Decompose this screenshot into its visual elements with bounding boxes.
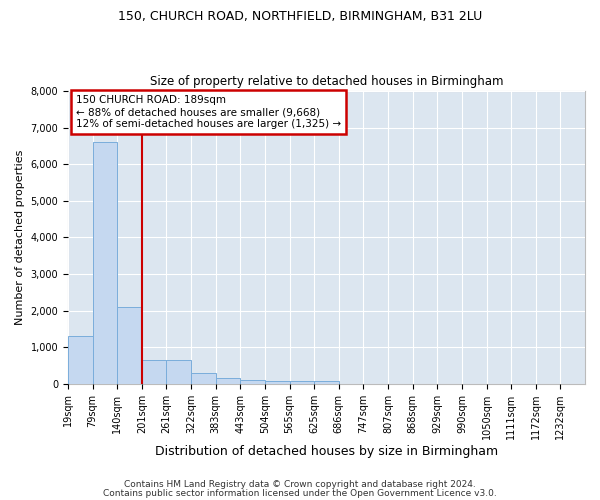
- Bar: [265, 381, 290, 384]
- X-axis label: Distribution of detached houses by size in Birmingham: Distribution of detached houses by size …: [155, 444, 498, 458]
- Bar: [314, 382, 339, 384]
- Bar: [68, 336, 92, 384]
- Bar: [142, 360, 166, 384]
- Bar: [117, 308, 142, 384]
- Bar: [216, 378, 241, 384]
- Bar: [290, 381, 314, 384]
- Bar: [191, 372, 216, 384]
- Text: 150 CHURCH ROAD: 189sqm
← 88% of detached houses are smaller (9,668)
12% of semi: 150 CHURCH ROAD: 189sqm ← 88% of detache…: [76, 96, 341, 128]
- Y-axis label: Number of detached properties: Number of detached properties: [15, 150, 25, 325]
- Title: Size of property relative to detached houses in Birmingham: Size of property relative to detached ho…: [150, 76, 503, 88]
- Text: Contains public sector information licensed under the Open Government Licence v3: Contains public sector information licen…: [103, 490, 497, 498]
- Bar: [92, 142, 117, 384]
- Bar: [241, 380, 265, 384]
- Text: 150, CHURCH ROAD, NORTHFIELD, BIRMINGHAM, B31 2LU: 150, CHURCH ROAD, NORTHFIELD, BIRMINGHAM…: [118, 10, 482, 23]
- Bar: [166, 360, 191, 384]
- Text: Contains HM Land Registry data © Crown copyright and database right 2024.: Contains HM Land Registry data © Crown c…: [124, 480, 476, 489]
